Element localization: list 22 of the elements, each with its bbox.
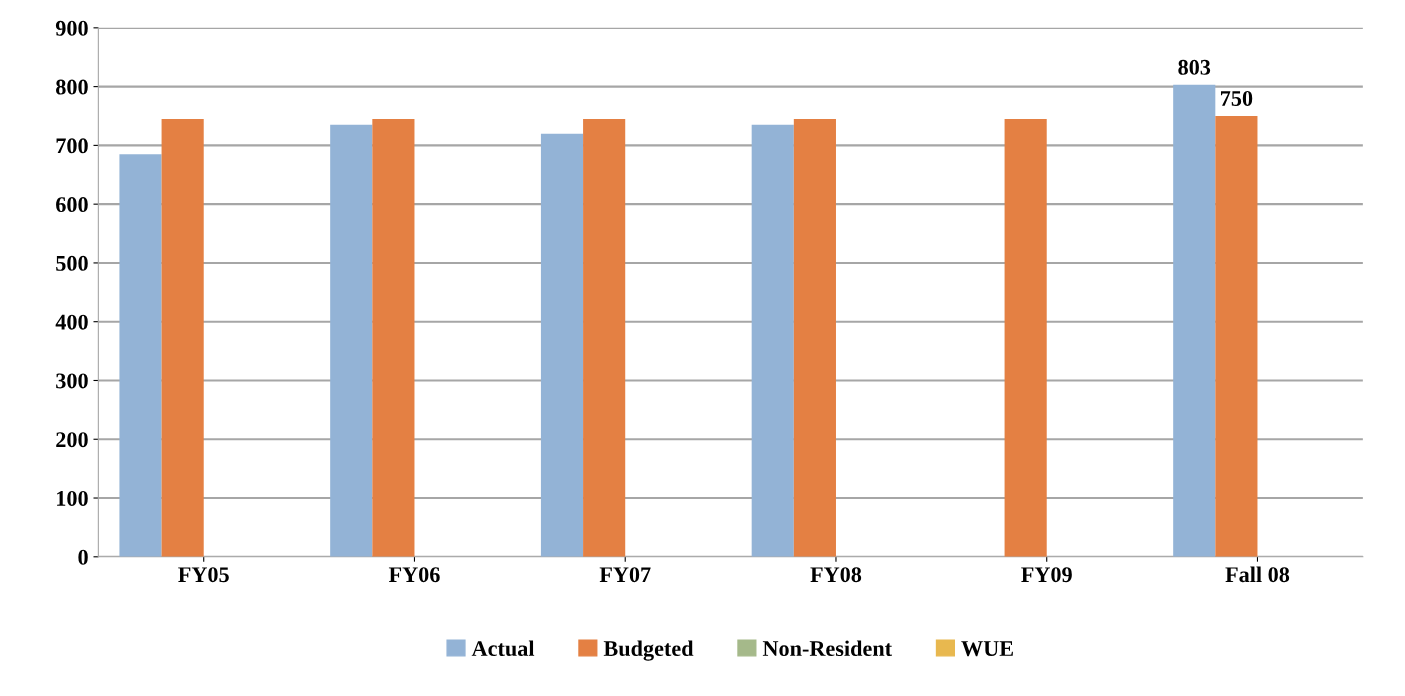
y-tick-label: 0 — [78, 549, 88, 565]
legend-label: WUE — [961, 641, 1013, 657]
data-label: 803 — [1178, 59, 1211, 75]
y-tick-label: 200 — [56, 432, 88, 448]
y-tick-label: 900 — [55, 20, 88, 36]
x-tick-label: FY08 — [810, 567, 862, 583]
legend-label: Actual — [471, 640, 535, 657]
x-tick-label: FY06 — [388, 567, 440, 583]
y-tick-label: 500 — [56, 255, 88, 271]
y-tick-label: 600 — [56, 197, 88, 213]
y-tick-label: 100 — [57, 490, 88, 506]
x-tick-label: FY09 — [1021, 567, 1072, 583]
legend-label: Budgeted — [603, 640, 694, 661]
y-tick-label: 700 — [56, 138, 88, 154]
legend-label: Non-Resident — [762, 640, 892, 657]
x-tick-label: FY05 — [178, 567, 229, 583]
y-tick-label: 400 — [55, 314, 88, 330]
x-tick-label: FY07 — [599, 567, 651, 583]
y-tick-label: 300 — [56, 373, 88, 389]
x-tick-label: Fall 08 — [1225, 566, 1290, 583]
y-tick-label: 800 — [56, 79, 88, 95]
data-label: 750 — [1221, 90, 1253, 106]
